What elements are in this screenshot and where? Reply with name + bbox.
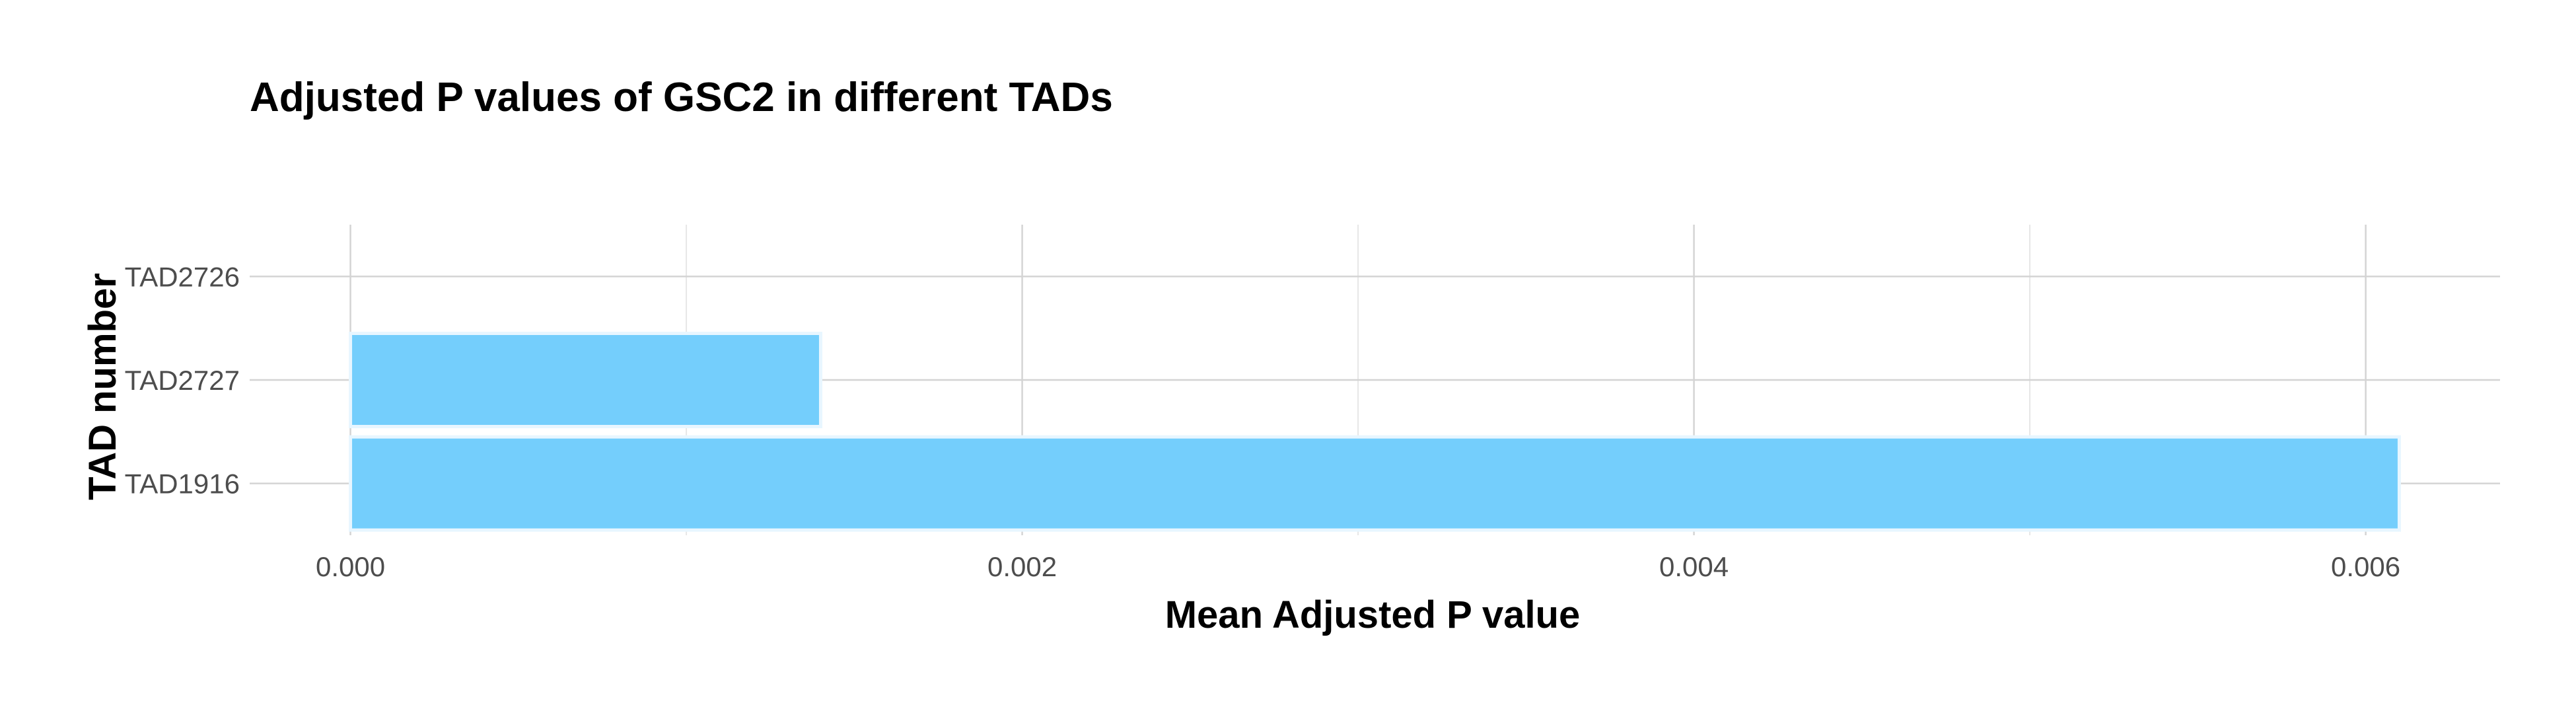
y-axis-title: TAD number (81, 273, 124, 500)
y-tick-label: TAD2726 (125, 261, 240, 292)
x-tick-label: 0.000 (316, 551, 385, 582)
y-tick-label: TAD2727 (125, 365, 240, 396)
bar-tad2727 (349, 332, 822, 428)
x-axis-title: Mean Adjusted P value (1165, 593, 1581, 636)
x-tick-label: 0.002 (987, 551, 1057, 582)
chart-title: Adjusted P values of GSC2 in different T… (250, 75, 1113, 120)
y-tick-label: TAD1916 (125, 469, 240, 500)
bar-tad1916 (349, 435, 2401, 532)
y-axis-ticks: TAD1916 TAD2727 TAD2726 (125, 261, 240, 499)
x-axis-ticks: 0.000 0.002 0.004 0.006 (316, 551, 2400, 582)
bars (349, 332, 2401, 532)
x-tick-label: 0.004 (1659, 551, 1729, 582)
x-tick-label: 0.006 (2331, 551, 2400, 582)
